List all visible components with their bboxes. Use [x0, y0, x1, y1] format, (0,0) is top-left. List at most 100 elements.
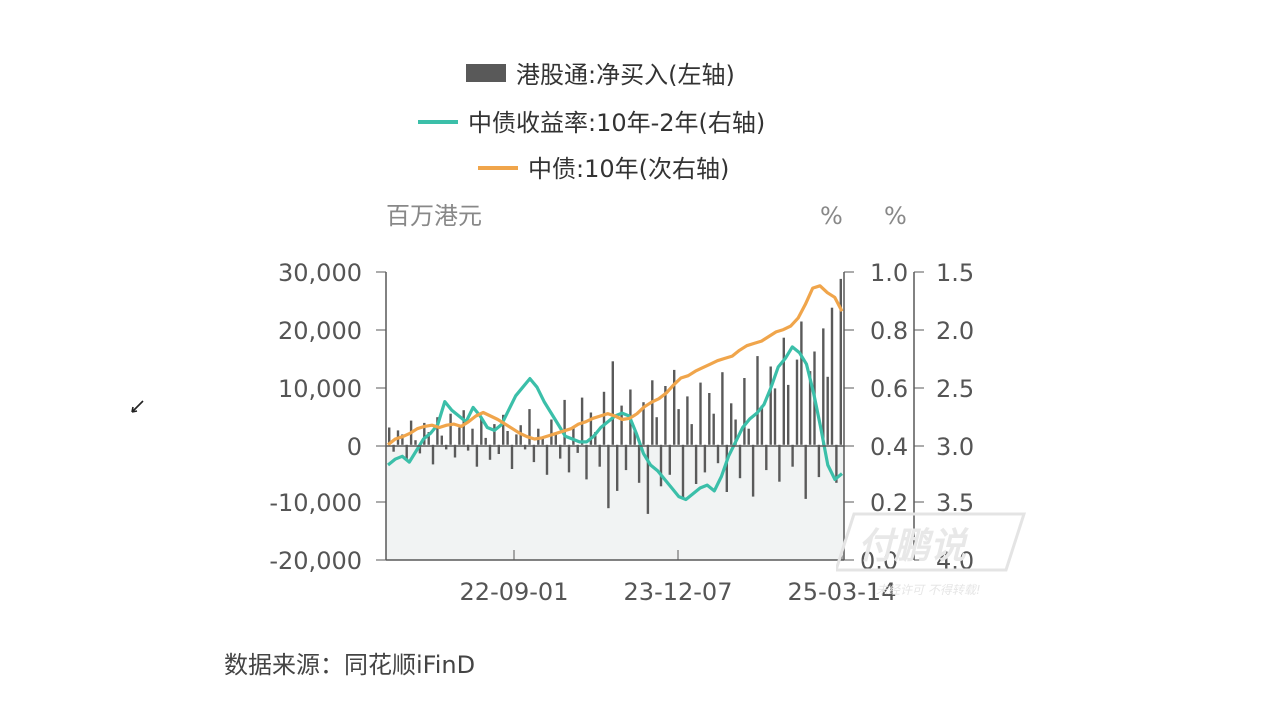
net-buy-bar: [791, 444, 794, 467]
net-buy-bar: [537, 428, 540, 445]
net-buy-bar: [730, 403, 733, 445]
net-buy-bar: [699, 382, 702, 445]
unit-right-axis: %: [820, 202, 843, 230]
net-buy-bar: [594, 432, 597, 445]
net-buy-bar: [541, 436, 544, 445]
net-buy-bar: [708, 393, 711, 445]
net-buy-bar: [602, 391, 606, 445]
net-buy-bar: [585, 444, 588, 480]
net-buy-bar: [431, 444, 435, 465]
net-buy-bar: [703, 444, 707, 473]
net-buy-bar: [445, 444, 448, 450]
net-buy-bar: [624, 444, 628, 471]
net-buy-bar: [493, 424, 496, 445]
net-buy-bar: [773, 388, 777, 445]
unit-left-axis: 百万港元: [386, 202, 482, 230]
legend-label-cgb10y: 中债:10年(次右轴): [528, 155, 729, 183]
x-tick-label: 22-09-01: [460, 578, 569, 606]
net-buy-bar: [405, 444, 408, 461]
net-buy-bar: [822, 328, 825, 445]
net-buy-bar: [830, 307, 834, 445]
net-buy-bar: [449, 413, 452, 445]
net-buy-bar: [466, 444, 470, 451]
net-buy-bar: [760, 405, 764, 445]
net-buy-bar: [589, 412, 593, 445]
net-buy-bar: [506, 431, 509, 445]
net-buy-bar: [747, 428, 750, 445]
net-buy-bar: [835, 444, 838, 483]
x-tick-label: 23-12-07: [624, 578, 733, 606]
left-axis-ticks: 30,000 20,000 10,000 0 -10,000 -20,000: [269, 259, 386, 575]
net-buy-bar: [488, 444, 492, 460]
net-buy-bar: [778, 444, 781, 482]
net-buy-bar: [414, 440, 417, 445]
net-buy-bar: [800, 321, 803, 445]
net-buy-bar: [401, 434, 404, 445]
legend: 港股通:净买入(左轴) 中债收益率:10年-2年(右轴) 中债:10年(次右轴): [418, 61, 765, 183]
right2-tick-label: 3.5: [936, 489, 974, 517]
svg-text:付鹏说: 付鹏说: [858, 526, 969, 567]
left-tick-label: 30,000: [278, 259, 362, 287]
net-buy-bar: [808, 371, 812, 445]
legend-label-spread: 中债收益率:10年-2年(右轴): [468, 109, 765, 137]
net-buy-bar: [677, 409, 680, 445]
net-buy-bar: [686, 396, 689, 445]
net-buy-bar: [580, 397, 584, 445]
net-buy-bar: [673, 369, 676, 445]
net-buy-bar: [620, 405, 623, 445]
net-buy-bar: [839, 278, 842, 445]
net-buy-bar: [769, 366, 772, 445]
net-buy-bar: [440, 435, 443, 445]
net-buy-bar: [453, 444, 457, 458]
legend-label-net-buy: 港股通:净买入(左轴): [516, 61, 735, 89]
net-buy-bar: [782, 337, 785, 445]
net-buy-bar: [598, 444, 601, 467]
net-buy-bar: [480, 418, 483, 445]
net-buy-bar: [616, 444, 619, 491]
net-buy-bar: [795, 359, 799, 445]
right2-tick-label: 2.0: [936, 317, 974, 345]
net-buy-bar: [725, 444, 728, 492]
net-buy-bar: [545, 444, 549, 475]
net-buy-bar: [633, 429, 636, 445]
net-buy-bar: [497, 444, 500, 454]
watermark-logo: 付鹏说 未经许可 不得转载!: [836, 512, 1026, 597]
net-buy-bar: [716, 444, 720, 464]
left-tick-label: -10,000: [269, 489, 362, 517]
left-tick-label: 0: [347, 433, 362, 461]
net-buy-bar: [664, 386, 667, 445]
net-buy-bar: [550, 419, 553, 445]
net-buy-bar: [462, 410, 465, 445]
net-buy-bar: [392, 444, 395, 452]
net-buy-bar: [756, 356, 759, 445]
x-tick-label: 25-03-14: [788, 578, 897, 606]
net-buy-bar: [734, 419, 737, 445]
net-buy-bar: [576, 444, 579, 453]
net-buy-bars: [388, 278, 842, 514]
net-buy-bar: [523, 444, 527, 450]
net-buy-bar: [646, 444, 650, 514]
right-tick-label: 0.4: [870, 433, 908, 461]
net-buy-bar: [668, 444, 671, 475]
net-buy-bar: [826, 376, 829, 445]
right-tick-label: 1.0: [870, 259, 908, 287]
net-buy-bar: [787, 384, 790, 445]
net-buy-bar: [637, 444, 641, 483]
net-buy-bar: [712, 413, 715, 445]
right-tick-label: 0.8: [870, 317, 908, 345]
net-buy-bar: [655, 417, 658, 445]
net-buy-bar: [484, 437, 487, 445]
net-buy-bar: [427, 432, 430, 445]
net-buy-bar: [515, 434, 518, 445]
plot-negative-area: [386, 446, 844, 560]
left-tick-label: -20,000: [269, 547, 362, 575]
right2-tick-label: 2.5: [936, 375, 974, 403]
net-buy-bar: [690, 424, 693, 445]
net-buy-bar: [510, 444, 514, 469]
net-buy-bar: [502, 414, 505, 445]
cursor-icon: [131, 400, 144, 413]
net-buy-bar: [528, 409, 531, 445]
svg-text:未经许可 不得转载!: 未经许可 不得转载!: [876, 583, 981, 597]
net-buy-bar: [458, 427, 461, 445]
